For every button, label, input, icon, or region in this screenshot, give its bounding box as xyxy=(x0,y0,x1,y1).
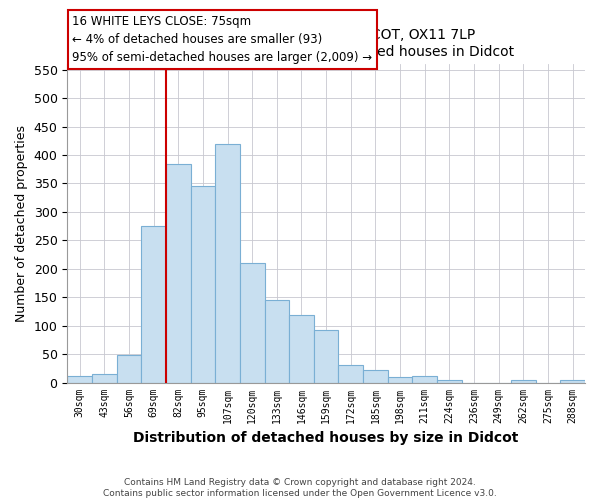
Text: 16 WHITE LEYS CLOSE: 75sqm
← 4% of detached houses are smaller (93)
95% of semi-: 16 WHITE LEYS CLOSE: 75sqm ← 4% of detac… xyxy=(73,15,373,64)
Bar xyxy=(511,380,536,382)
Bar xyxy=(191,186,215,382)
Text: Contains HM Land Registry data © Crown copyright and database right 2024.
Contai: Contains HM Land Registry data © Crown c… xyxy=(103,478,497,498)
Bar xyxy=(560,380,585,382)
Bar xyxy=(437,380,462,382)
Bar xyxy=(363,370,388,382)
Bar xyxy=(412,376,437,382)
Bar xyxy=(67,376,92,382)
Bar xyxy=(141,226,166,382)
Bar xyxy=(289,316,314,382)
Title: 16, WHITE LEYS CLOSE, DIDCOT, OX11 7LP
Size of property relative to detached hou: 16, WHITE LEYS CLOSE, DIDCOT, OX11 7LP S… xyxy=(139,28,514,58)
Y-axis label: Number of detached properties: Number of detached properties xyxy=(15,125,28,322)
Bar xyxy=(265,300,289,382)
Bar xyxy=(215,144,240,382)
Bar xyxy=(338,366,363,382)
Bar xyxy=(314,330,338,382)
X-axis label: Distribution of detached houses by size in Didcot: Distribution of detached houses by size … xyxy=(133,431,519,445)
Bar xyxy=(388,377,412,382)
Bar xyxy=(116,356,141,382)
Bar xyxy=(166,164,191,382)
Bar xyxy=(92,374,116,382)
Bar xyxy=(240,263,265,382)
